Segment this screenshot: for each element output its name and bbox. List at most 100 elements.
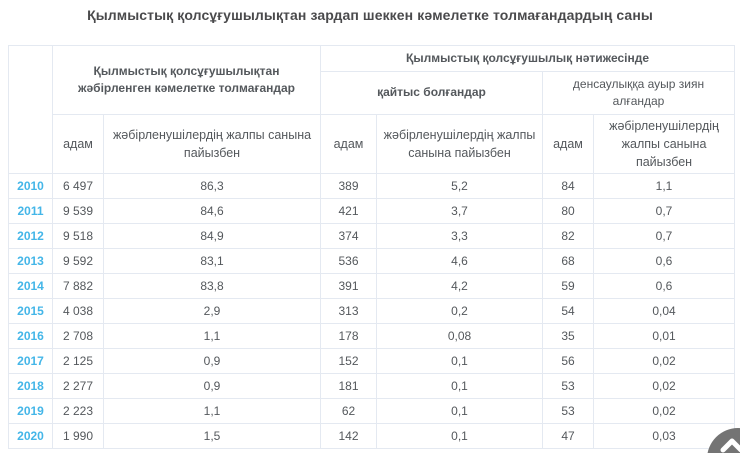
year-link[interactable]: 2017 <box>8 348 53 375</box>
data-cell: 0,08 <box>376 323 543 350</box>
data-cell: 5,2 <box>376 173 543 200</box>
year-link[interactable]: 2018 <box>8 373 53 400</box>
year-link[interactable]: 2016 <box>8 323 53 350</box>
column-header-person-3: адам <box>542 113 594 175</box>
column-header-percent-1: жәбірленушілердің жалпы санына пайызбен <box>103 113 321 175</box>
data-cell: 181 <box>320 373 377 400</box>
data-cell: 2 125 <box>52 348 104 375</box>
year-column-header-empty <box>8 44 53 175</box>
data-cell: 2 708 <box>52 323 104 350</box>
data-cell: 421 <box>320 198 377 225</box>
data-cell: 84 <box>542 173 594 200</box>
column-header-percent-2: жәбірленушілердің жалпы санына пайызбен <box>376 113 543 175</box>
table-row: 2019 2 223 1,1 62 0,1 53 0,02 <box>8 398 736 425</box>
data-cell: 56 <box>542 348 594 375</box>
column-header-percent-3: жәбірленушілердің жалпы санына пайызбен <box>592 113 736 175</box>
data-cell: 1 990 <box>52 423 104 450</box>
table-header: Қылмыстық қолсұғушылықтан жәбірленген кә… <box>8 44 736 175</box>
group-header-result: Қылмыстық қолсұғушылық нәтижесінде <box>319 45 736 72</box>
data-cell: 84,9 <box>103 223 321 250</box>
data-cell: 0,1 <box>376 398 543 425</box>
data-cell: 84,6 <box>103 198 321 225</box>
data-cell: 2,9 <box>103 298 321 325</box>
column-header-person-2: адам <box>320 113 377 175</box>
data-cell: 536 <box>320 248 377 275</box>
data-cell: 1,1 <box>103 323 321 350</box>
year-link[interactable]: 2020 <box>8 423 53 450</box>
data-cell: 389 <box>320 173 377 200</box>
table-row: 2016 2 708 1,1 178 0,08 35 0,01 <box>8 323 736 350</box>
year-link[interactable]: 2013 <box>8 248 53 275</box>
data-cell: 86,3 <box>103 173 321 200</box>
data-cell: 0,1 <box>376 348 543 375</box>
year-link[interactable]: 2011 <box>8 198 53 225</box>
data-cell: 83,1 <box>103 248 321 275</box>
year-link[interactable]: 2012 <box>8 223 53 250</box>
data-cell: 0,9 <box>103 348 321 375</box>
data-cell: 2 223 <box>52 398 104 425</box>
table-row: 2018 2 277 0,9 181 0,1 53 0,02 <box>8 373 736 400</box>
data-cell: 391 <box>320 273 377 300</box>
data-cell: 3,7 <box>376 198 543 225</box>
data-cell: 313 <box>320 298 377 325</box>
data-cell: 62 <box>320 398 377 425</box>
column-header-person-1: адам <box>52 113 104 175</box>
group-header-victims: Қылмыстық қолсұғушылықтан жәбірленген кә… <box>52 45 321 115</box>
table-row: 2011 9 539 84,6 421 3,7 80 0,7 <box>8 198 736 225</box>
data-cell: 1,1 <box>592 173 736 200</box>
table-row: 2010 6 497 86,3 389 5,2 84 1,1 <box>8 173 736 200</box>
table-body: 2010 6 497 86,3 389 5,2 84 1,1 2011 9 539 84,6 421… <box>8 173 736 450</box>
year-link[interactable]: 2015 <box>8 298 53 325</box>
victims-statistics-table: Қылмыстық қолсұғушылықтан жәбірленген кә… <box>8 44 736 450</box>
data-cell: 1,5 <box>103 423 321 450</box>
data-cell: 47 <box>542 423 594 450</box>
data-cell: 3,3 <box>376 223 543 250</box>
data-cell: 0,9 <box>103 373 321 400</box>
data-cell: 53 <box>542 373 594 400</box>
year-link[interactable]: 2019 <box>8 398 53 425</box>
data-cell: 0,04 <box>592 298 736 325</box>
data-cell: 80 <box>542 198 594 225</box>
data-cell: 0,01 <box>592 323 736 350</box>
data-cell: 0,6 <box>592 273 736 300</box>
data-cell: 0,1 <box>376 423 543 450</box>
data-cell: 0,1 <box>376 373 543 400</box>
data-cell: 4,2 <box>376 273 543 300</box>
data-cell: 82 <box>542 223 594 250</box>
table-row: 2020 1 990 1,5 142 0,1 47 0,03 <box>8 423 736 450</box>
data-cell: 59 <box>542 273 594 300</box>
data-cell: 0,2 <box>376 298 543 325</box>
data-cell: 6 497 <box>52 173 104 200</box>
data-cell: 9 518 <box>52 223 104 250</box>
data-cell: 9 592 <box>52 248 104 275</box>
data-cell: 0,6 <box>592 248 736 275</box>
data-cell: 152 <box>320 348 377 375</box>
group-header-severe-harm: денсаулыққа ауыр зиян алғандар <box>541 71 736 115</box>
data-cell: 53 <box>542 398 594 425</box>
data-cell: 0,02 <box>592 398 736 425</box>
data-cell: 178 <box>320 323 377 350</box>
table-row: 2015 4 038 2,9 313 0,2 54 0,04 <box>8 298 736 325</box>
year-link[interactable]: 2014 <box>8 273 53 300</box>
group-header-died: қайтыс болғандар <box>320 71 543 115</box>
data-cell: 4 038 <box>52 298 104 325</box>
table-row: 2014 7 882 83,8 391 4,2 59 0,6 <box>8 273 736 300</box>
table-row: 2017 2 125 0,9 152 0,1 56 0,02 <box>8 348 736 375</box>
data-cell: 0,7 <box>592 223 736 250</box>
data-cell: 0,02 <box>592 348 736 375</box>
data-cell: 68 <box>542 248 594 275</box>
data-cell: 2 277 <box>52 373 104 400</box>
page-title: Қылмыстық қолсұғушылықтан зардап шеккен … <box>87 7 653 23</box>
table-row: 2013 9 592 83,1 536 4,6 68 0,6 <box>8 248 736 275</box>
data-cell: 83,8 <box>103 273 321 300</box>
table-row: 2012 9 518 84,9 374 3,3 82 0,7 <box>8 223 736 250</box>
data-cell: 9 539 <box>52 198 104 225</box>
data-cell: 142 <box>320 423 377 450</box>
data-cell: 0,02 <box>592 373 736 400</box>
data-cell: 4,6 <box>376 248 543 275</box>
data-cell: 54 <box>542 298 594 325</box>
data-cell: 35 <box>542 323 594 350</box>
year-link[interactable]: 2010 <box>8 173 53 200</box>
data-cell: 0,7 <box>592 198 736 225</box>
data-cell: 374 <box>320 223 377 250</box>
